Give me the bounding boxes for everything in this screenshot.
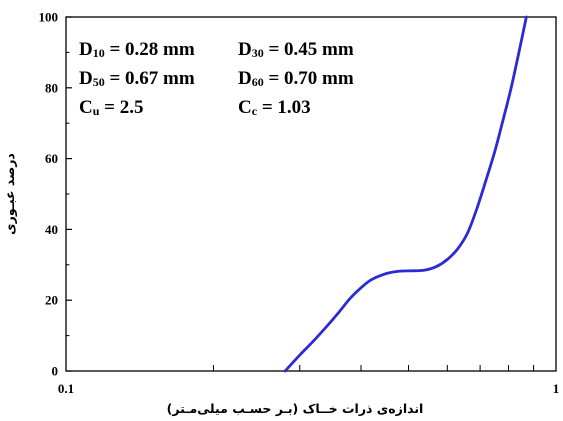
x-tick-label: 1 <box>553 381 560 396</box>
annotation-d60: D60 = 0.70 mm <box>238 68 354 89</box>
gradation-curve <box>283 15 528 373</box>
y-tick-label: 0 <box>52 364 59 379</box>
y-tick-label: 40 <box>45 222 58 237</box>
annotation-block: D10 = 0.28 mm D30 = 0.45 mm D50 = 0.67 mm D… <box>79 39 354 118</box>
y-tick-label: 20 <box>45 293 58 308</box>
annotation-d50: D50 = 0.67 mm <box>79 68 195 89</box>
y-tick-label: 60 <box>45 151 58 166</box>
annotation-cc: Cc = 1.03 <box>238 97 311 118</box>
y-tick-label: 100 <box>39 10 59 25</box>
series-group <box>283 15 528 373</box>
x-tick-label: 0.1 <box>58 381 74 396</box>
x-axis-title: اندازه‌ی ذرات خــاک (بـر حسـب میلی‌مـتر) <box>167 401 424 416</box>
tick-labels: 0 20 40 60 80 100 0.1 1 <box>39 10 560 397</box>
annotation-d30: D30 = 0.45 mm <box>238 39 354 60</box>
annotation-cu: Cu = 2.5 <box>79 97 144 118</box>
annotation-d10: D10 = 0.28 mm <box>79 39 195 60</box>
axis-ticks <box>66 16 535 372</box>
y-tick-label: 80 <box>45 80 58 95</box>
y-axis-title: درصد عبـوری <box>2 153 17 235</box>
